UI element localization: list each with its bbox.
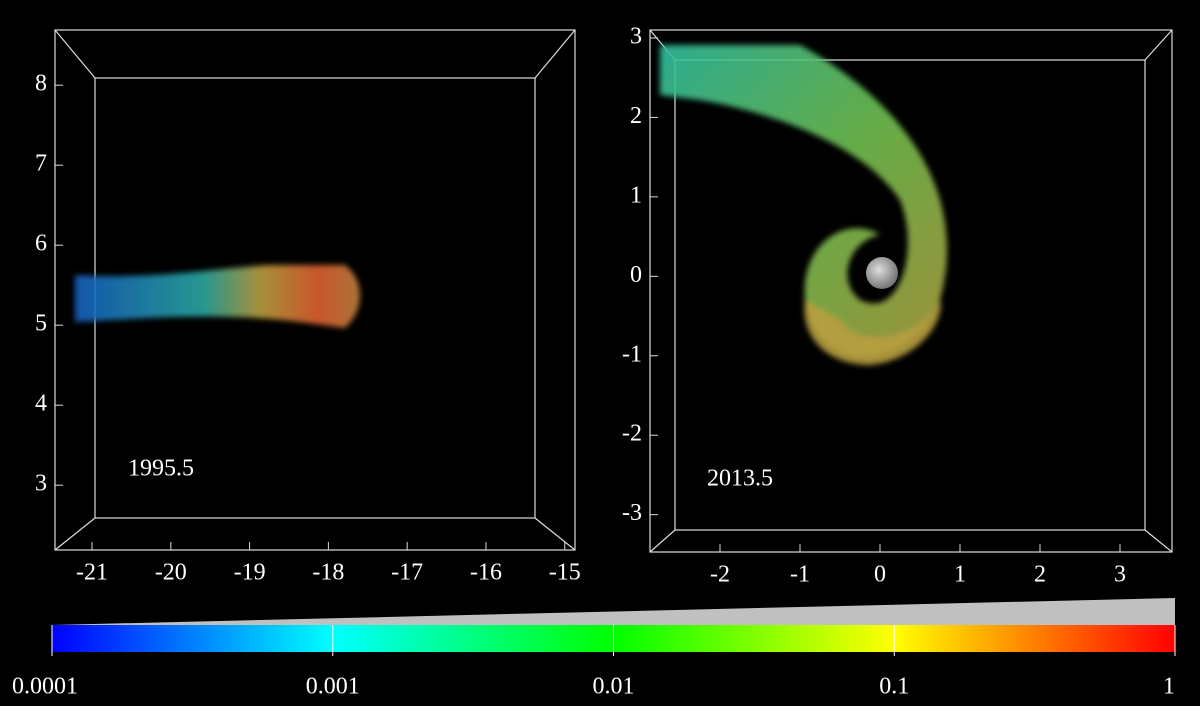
x-tick-label: 1 xyxy=(954,562,966,588)
y-tick-label: 3 xyxy=(35,471,47,497)
y-tick-label: 2 xyxy=(630,103,642,129)
y-tick-label: 4 xyxy=(35,391,47,417)
box-frame-1 xyxy=(54,29,576,551)
y-tick-label: 1 xyxy=(630,182,642,208)
epoch-label: 2013.5 xyxy=(707,466,773,492)
star xyxy=(866,257,898,289)
x-tick-label: 2 xyxy=(1034,562,1046,588)
x-tick-label: 0 xyxy=(874,562,886,588)
x-tick-label: -2 xyxy=(710,562,730,588)
colorbar-tick-label: 0.0001 xyxy=(12,674,78,700)
y-tick-label: 3 xyxy=(630,23,642,49)
y-tick-label: 8 xyxy=(35,71,47,97)
y-tick-label: -3 xyxy=(622,500,642,526)
y-tick-label: 0 xyxy=(630,262,642,288)
x-tick-label: -17 xyxy=(391,560,423,586)
x-tick-label: -15 xyxy=(549,560,581,586)
y-tick-label: -1 xyxy=(622,341,642,367)
y-tick-label: -2 xyxy=(622,421,642,447)
x-tick-label: -21 xyxy=(76,560,108,586)
opacity-ramp xyxy=(52,598,1175,625)
colorbar-tick-label: 0.1 xyxy=(879,674,909,700)
x-tick-label: -20 xyxy=(155,560,187,586)
x-tick-label: -19 xyxy=(234,560,266,586)
plume-1 xyxy=(75,265,360,328)
x-tick-label: -1 xyxy=(790,562,810,588)
plume-2 xyxy=(660,45,948,365)
y-tick-label: 5 xyxy=(35,311,47,337)
y-tick-label: 6 xyxy=(35,231,47,257)
colorbar-tick-label: 0.01 xyxy=(593,674,635,700)
colorbar-tick-label: 0.001 xyxy=(306,674,360,700)
x-tick-label: 3 xyxy=(1114,562,1126,588)
colorbar-tick-label: 1 xyxy=(1163,674,1175,700)
x-tick-label: -18 xyxy=(312,560,344,586)
x-tick-label: -16 xyxy=(470,560,502,586)
epoch-label: 1995.5 xyxy=(128,456,194,482)
y-tick-label: 7 xyxy=(35,151,47,177)
